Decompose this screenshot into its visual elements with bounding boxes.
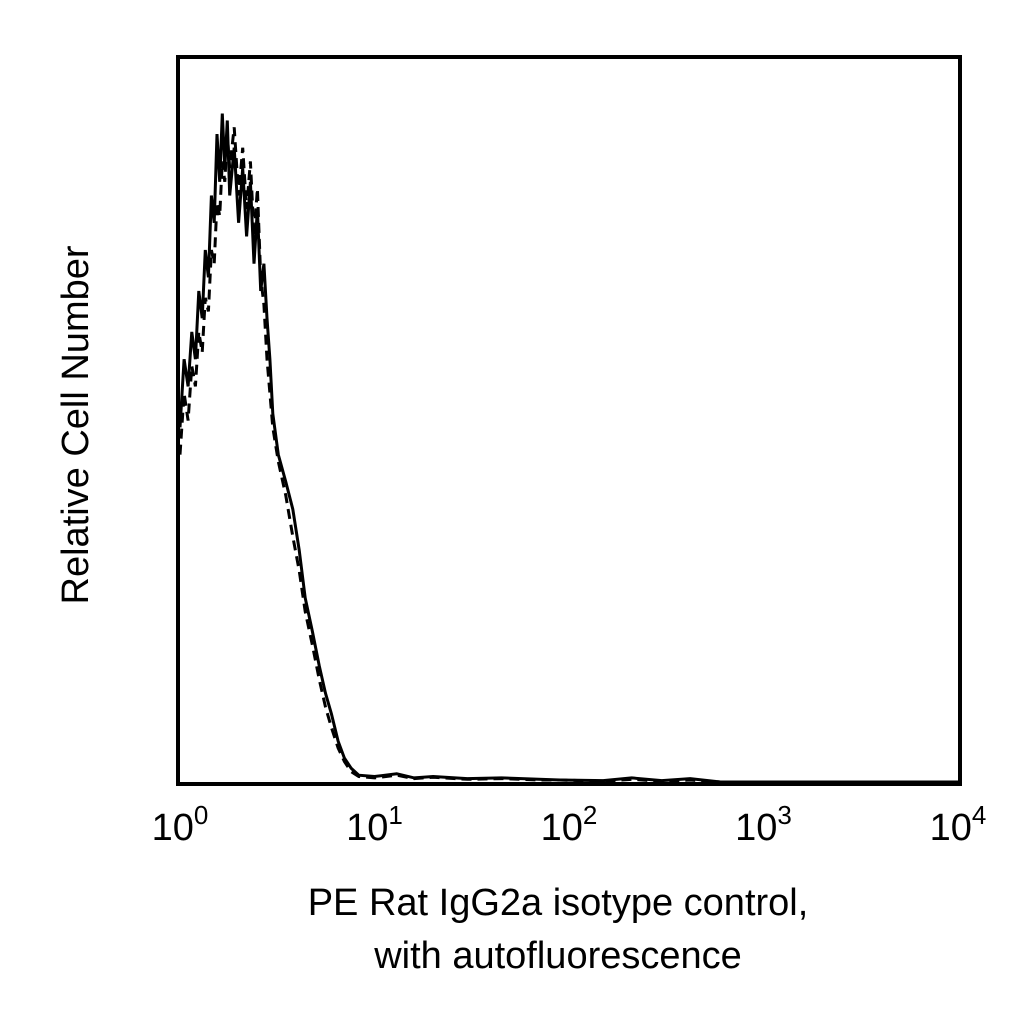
x-tick-label: 103 xyxy=(735,800,792,849)
plot-frame xyxy=(176,55,962,786)
x-tick-labels: 100 101 102 103 104 xyxy=(152,800,987,849)
x-tick-label: 100 xyxy=(152,800,209,849)
plot-area xyxy=(176,55,962,786)
x-tick-label: 101 xyxy=(346,800,403,849)
histogram-series-dashed xyxy=(178,127,958,784)
x-axis-label-line-1: PE Rat IgG2a isotype control, xyxy=(308,882,809,924)
y-axis-label: Relative Cell Number xyxy=(55,245,97,604)
series-layer xyxy=(178,113,958,784)
x-axis-label-line-2: with autofluorescence xyxy=(373,935,742,977)
x-tick-label: 102 xyxy=(541,800,598,849)
histogram-series-solid xyxy=(178,113,958,784)
x-tick-label: 104 xyxy=(930,800,987,849)
